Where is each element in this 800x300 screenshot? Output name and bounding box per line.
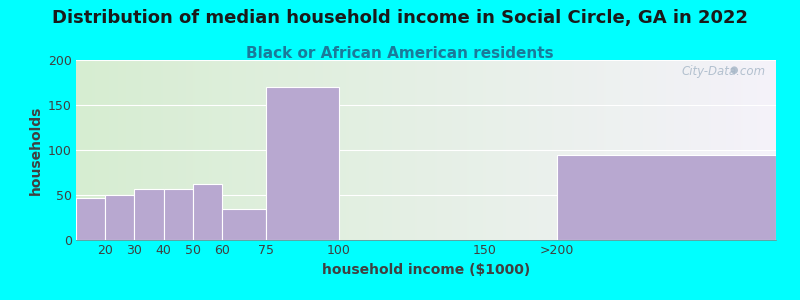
Bar (163, 189, 193, 240)
Bar (266, 87, 338, 240)
Bar (76, 198, 105, 240)
Text: City-Data.com: City-Data.com (682, 65, 766, 78)
Bar (193, 184, 222, 240)
Bar (558, 154, 776, 240)
Y-axis label: households: households (29, 105, 42, 195)
Bar (134, 189, 163, 240)
Bar (105, 195, 134, 240)
Text: Black or African American residents: Black or African American residents (246, 46, 554, 62)
Text: ●: ● (729, 65, 738, 75)
Text: Distribution of median household income in Social Circle, GA in 2022: Distribution of median household income … (52, 9, 748, 27)
X-axis label: household income ($1000): household income ($1000) (322, 263, 530, 277)
Bar (222, 208, 266, 240)
